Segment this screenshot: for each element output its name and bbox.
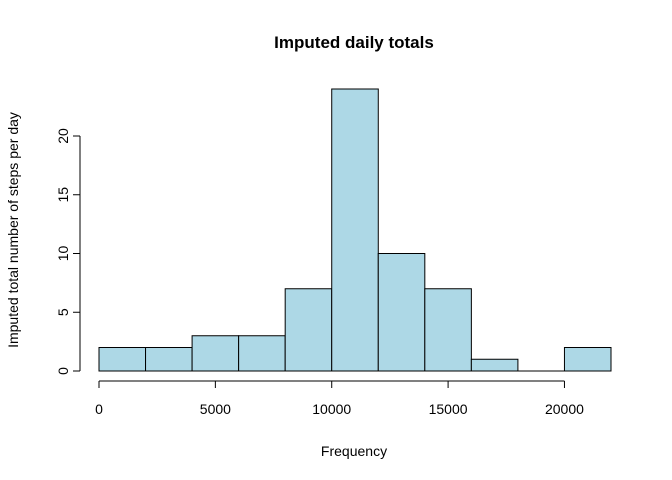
histogram-bar bbox=[424, 288, 472, 372]
y-tick-label: 5 bbox=[55, 308, 71, 316]
bars-group bbox=[98, 88, 612, 372]
y-axis-label: Imputed total number of steps per day bbox=[5, 112, 21, 348]
x-tick-label: 0 bbox=[95, 401, 103, 417]
histogram-bar bbox=[563, 347, 612, 372]
histogram-bar bbox=[470, 358, 519, 372]
histogram-bar bbox=[238, 335, 286, 372]
y-tick-label: 20 bbox=[55, 128, 71, 144]
x-tick-label: 20000 bbox=[545, 401, 584, 417]
y-axis: 0 5 10 15 20 bbox=[55, 128, 81, 375]
histogram-bar bbox=[98, 347, 147, 372]
histogram-bar bbox=[377, 253, 426, 372]
y-tick-label: 0 bbox=[55, 367, 71, 375]
chart-title: Imputed daily totals bbox=[274, 33, 434, 52]
x-tick-label: 5000 bbox=[200, 401, 231, 417]
histogram-bar bbox=[145, 347, 193, 372]
x-tick-label: 10000 bbox=[312, 401, 351, 417]
x-tick-label: 15000 bbox=[429, 401, 468, 417]
x-axis: 0 5000 10000 15000 20000 bbox=[95, 380, 584, 417]
histogram-bar bbox=[284, 288, 333, 372]
y-tick-label: 10 bbox=[55, 246, 71, 262]
histogram-bar bbox=[331, 88, 379, 372]
y-tick-label: 15 bbox=[55, 187, 71, 203]
histogram-bar bbox=[191, 335, 240, 372]
x-axis-label: Frequency bbox=[321, 443, 387, 459]
